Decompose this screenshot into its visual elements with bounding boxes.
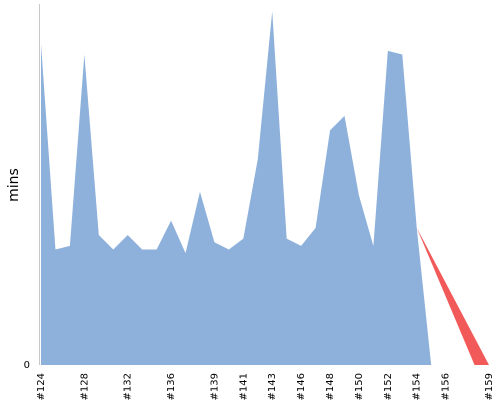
x-tick-label: #152 bbox=[383, 373, 394, 400]
x-tick-label: #143 bbox=[267, 373, 278, 400]
x-tick-label: #132 bbox=[123, 373, 134, 400]
y-axis-label: mins bbox=[6, 168, 22, 202]
x-tick-label: #141 bbox=[238, 373, 249, 400]
x-tick-label: #139 bbox=[209, 373, 220, 400]
y-axis: 0 bbox=[24, 4, 40, 371]
x-tick-label: #148 bbox=[325, 373, 336, 400]
x-tick-label: #150 bbox=[354, 373, 365, 400]
area-series bbox=[41, 11, 489, 365]
x-tick-label: #159 bbox=[484, 373, 495, 400]
y-tick-label: 0 bbox=[24, 360, 30, 371]
x-tick-label: #146 bbox=[296, 373, 307, 400]
x-axis: #124 #128 #132 #136 #139 #141 #143 #146 #148 #150… bbox=[36, 373, 495, 400]
x-tick-label: #124 bbox=[36, 373, 47, 400]
failure-area bbox=[416, 227, 489, 365]
x-tick-label: #136 bbox=[166, 373, 177, 400]
x-tick-label: #156 bbox=[441, 373, 452, 400]
x-tick-label: #154 bbox=[412, 373, 423, 400]
x-tick-label: #128 bbox=[79, 373, 90, 400]
success-area bbox=[41, 11, 432, 365]
